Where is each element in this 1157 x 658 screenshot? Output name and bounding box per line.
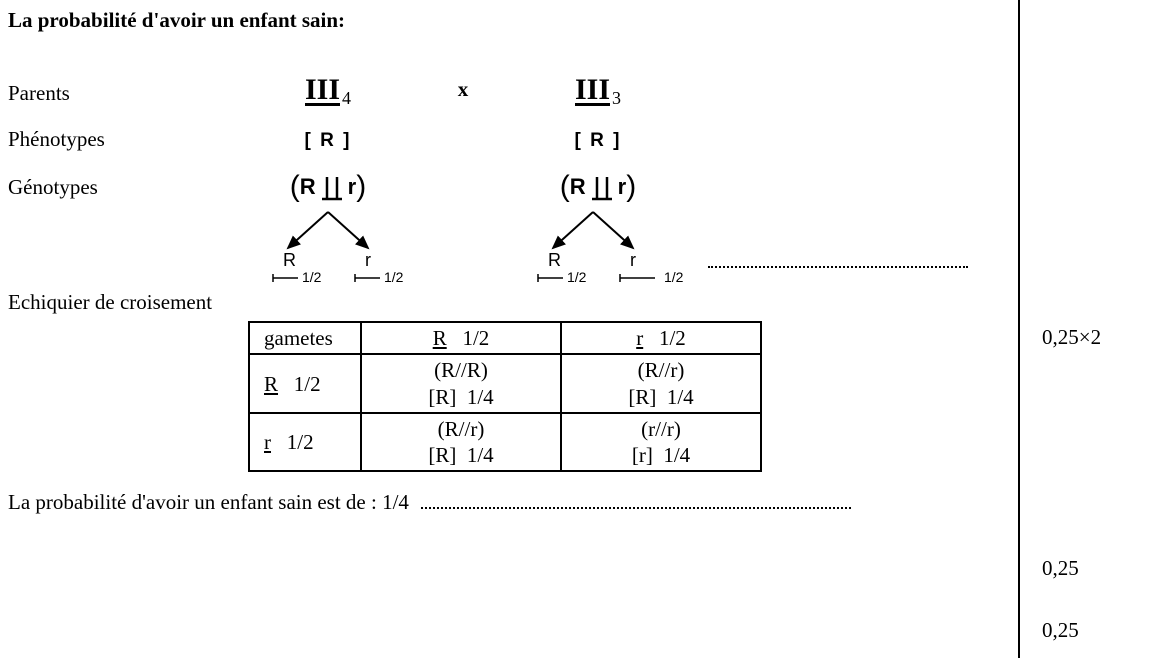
- gamete-allele: R: [548, 250, 561, 270]
- title: La probabilité d'avoir un enfant sain:: [8, 8, 1002, 33]
- dotted-line: [708, 266, 968, 268]
- parents-label: Parents: [8, 81, 238, 106]
- allele: R: [300, 174, 316, 200]
- gamete-frac: 1/2: [302, 269, 322, 285]
- score-column: 0,25×2 0,25 0,25: [1022, 0, 1157, 658]
- conclusion-text: La probabilité d'avoir un enfant sain es…: [8, 490, 409, 515]
- lparen: (: [560, 170, 570, 204]
- punnett-col-header: R 1/2: [361, 322, 561, 354]
- allele: r: [618, 174, 627, 200]
- cross-symbol: x: [418, 77, 508, 109]
- phenotypes-label: Phénotypes: [8, 127, 238, 152]
- gamete-frac: 1/2: [384, 269, 404, 285]
- parent-b: III3: [508, 77, 688, 109]
- phenotypes-row: Phénotypes [ R ] [ R ]: [8, 127, 1002, 152]
- score-value: 0,25×2: [1042, 325, 1101, 350]
- gamete-allele: R: [283, 250, 296, 270]
- punnett-row-header: r 1/2: [249, 413, 361, 472]
- lparen: (: [290, 170, 300, 204]
- chromosome-bars-icon: [589, 174, 615, 201]
- parent-a: III4: [238, 77, 418, 109]
- echiquier-label: Echiquier de croisement: [8, 290, 1002, 315]
- punnett-col-header: r 1/2: [561, 322, 761, 354]
- parents-row: Parents III4 x III3: [8, 77, 1002, 109]
- rparen: ): [356, 170, 366, 204]
- gamete-fork-a: R r 1/2 1/2: [238, 206, 418, 288]
- chromosome-bars-icon: [319, 174, 345, 201]
- punnett-corner: gametes: [249, 322, 361, 354]
- table-row: r 1/2 (R//r) [R] 1/4 (r//r) [r] 1/4: [249, 413, 761, 472]
- dotted-line: [421, 507, 851, 509]
- gamete-allele: r: [630, 250, 636, 270]
- parent-a-sub: 4: [342, 88, 351, 108]
- roman-numeral: III: [305, 77, 340, 106]
- punnett-row-header: R 1/2: [249, 354, 361, 413]
- phenotype-a: [ R ]: [305, 130, 352, 151]
- allele: r: [348, 174, 357, 200]
- punnett-cell: (R//r) [R] 1/4: [361, 413, 561, 472]
- score-value: 0,25: [1042, 556, 1079, 581]
- gamete-frac: 1/2: [567, 269, 587, 285]
- genotype-a: ( R r ): [290, 170, 366, 204]
- gametes-row: R r 1/2 1/2 R r: [8, 206, 1002, 288]
- conclusion-row: La probabilité d'avoir un enfant sain es…: [8, 490, 1002, 515]
- table-row: gametes R 1/2 r 1/2: [249, 322, 761, 354]
- roman-numeral: III: [575, 77, 610, 106]
- punnett-cell: (R//R) [R] 1/4: [361, 354, 561, 413]
- punnett-square: gametes R 1/2 r 1/2 R 1/2 (R//R) [R] 1/4…: [248, 321, 762, 472]
- punnett-cell: (r//r) [r] 1/4: [561, 413, 761, 472]
- allele: R: [570, 174, 586, 200]
- punnett-cell: (R//r) [R] 1/4: [561, 354, 761, 413]
- gamete-fork-b: R r 1/2 1/2: [508, 206, 688, 288]
- genotype-b: ( R r ): [560, 170, 636, 204]
- gamete-frac: 1/2: [664, 269, 684, 285]
- rparen: ): [626, 170, 636, 204]
- phenotype-b: [ R ]: [575, 130, 622, 151]
- table-row: R 1/2 (R//R) [R] 1/4 (R//r) [R] 1/4: [249, 354, 761, 413]
- parent-b-sub: 3: [612, 88, 621, 108]
- genotypes-row: Génotypes ( R r ): [8, 170, 1002, 204]
- gamete-allele: r: [365, 250, 371, 270]
- main-column: La probabilité d'avoir un enfant sain: P…: [0, 0, 1020, 658]
- genotypes-label: Génotypes: [8, 175, 238, 200]
- score-value: 0,25: [1042, 618, 1079, 643]
